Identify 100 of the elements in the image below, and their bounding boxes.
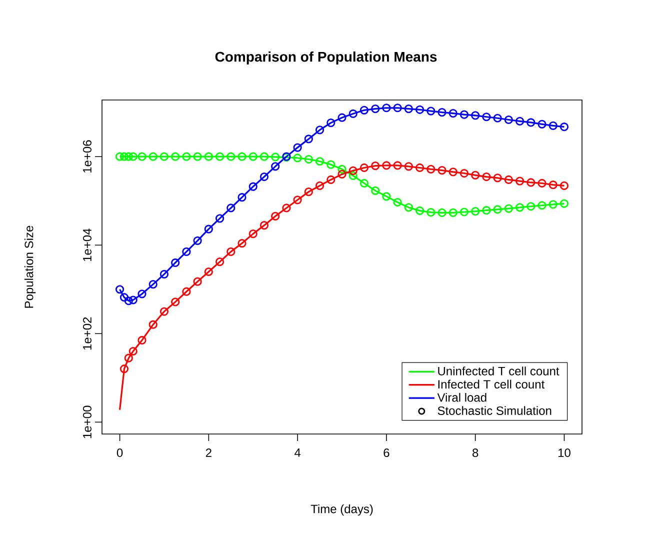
point <box>471 170 480 180</box>
point <box>548 200 558 209</box>
point <box>548 121 558 130</box>
point <box>120 293 129 302</box>
point <box>248 182 258 191</box>
point <box>238 238 246 248</box>
point <box>182 152 191 161</box>
point <box>215 214 224 223</box>
point <box>415 105 424 114</box>
point <box>482 112 491 122</box>
point <box>448 109 458 118</box>
point <box>360 178 369 188</box>
point <box>248 230 258 238</box>
point <box>415 206 424 215</box>
legend-label: Uninfected T cell count <box>438 366 560 376</box>
point <box>193 236 202 245</box>
point <box>560 199 569 208</box>
point <box>538 178 546 188</box>
x-tick-label: 10 <box>558 448 570 458</box>
point <box>204 152 213 161</box>
point <box>124 152 133 161</box>
legend-label: Infected T cell count <box>438 380 545 389</box>
point <box>371 161 380 170</box>
x-tick-label: 6 <box>384 448 390 458</box>
point <box>238 193 246 202</box>
point <box>538 120 546 128</box>
point <box>515 176 524 186</box>
point <box>128 346 138 356</box>
point <box>426 106 436 116</box>
point <box>371 104 380 114</box>
point <box>382 161 391 170</box>
point <box>326 160 336 169</box>
point <box>315 181 324 190</box>
point <box>160 152 169 161</box>
point <box>304 134 313 144</box>
point <box>138 336 146 345</box>
point <box>393 198 402 207</box>
point <box>404 104 413 114</box>
point <box>171 152 180 161</box>
point <box>348 171 358 180</box>
point <box>338 164 346 174</box>
legend-label: Stochastic Simulation <box>438 406 552 415</box>
point <box>360 163 369 172</box>
point <box>348 166 358 175</box>
point <box>315 126 324 134</box>
point <box>293 196 302 204</box>
point <box>293 154 302 162</box>
chart-title: Comparison of Population Means <box>215 51 437 65</box>
point <box>504 175 513 184</box>
x-tick-label: 0 <box>116 448 123 458</box>
point <box>238 152 246 161</box>
y-tick-label: 1e+02 <box>82 317 92 350</box>
point <box>115 285 124 294</box>
point <box>493 205 502 214</box>
point <box>304 188 313 196</box>
point <box>271 162 280 171</box>
point <box>260 221 269 230</box>
point <box>438 166 446 175</box>
point <box>482 172 491 182</box>
point <box>504 204 513 213</box>
point <box>160 270 169 279</box>
point <box>471 111 480 120</box>
point <box>215 257 224 266</box>
point <box>128 296 138 304</box>
point <box>382 104 391 112</box>
point <box>260 172 269 182</box>
point <box>482 206 491 215</box>
point <box>315 157 324 166</box>
point <box>460 208 469 216</box>
point <box>182 287 191 296</box>
point <box>171 258 180 268</box>
point <box>124 354 133 362</box>
point <box>148 320 158 329</box>
point <box>182 247 191 256</box>
point <box>504 115 513 124</box>
point <box>438 208 446 217</box>
point <box>282 204 291 212</box>
point <box>226 152 236 161</box>
point <box>560 181 569 190</box>
point <box>426 164 436 174</box>
point <box>382 192 391 201</box>
point <box>393 161 402 170</box>
point <box>493 114 502 122</box>
point <box>128 152 138 161</box>
point <box>226 204 236 212</box>
point <box>193 277 202 286</box>
legend-label: Viral load <box>437 392 486 402</box>
y-axis-title: Population Size <box>24 226 36 308</box>
point <box>515 116 524 126</box>
point <box>515 203 524 212</box>
point <box>226 247 236 256</box>
point <box>160 307 169 316</box>
point <box>115 152 124 161</box>
point <box>438 108 446 117</box>
point <box>471 207 480 216</box>
y-tick-label: 1e+00 <box>82 406 92 438</box>
point <box>560 122 569 132</box>
point <box>526 178 536 187</box>
point <box>426 208 436 217</box>
point <box>171 298 180 306</box>
